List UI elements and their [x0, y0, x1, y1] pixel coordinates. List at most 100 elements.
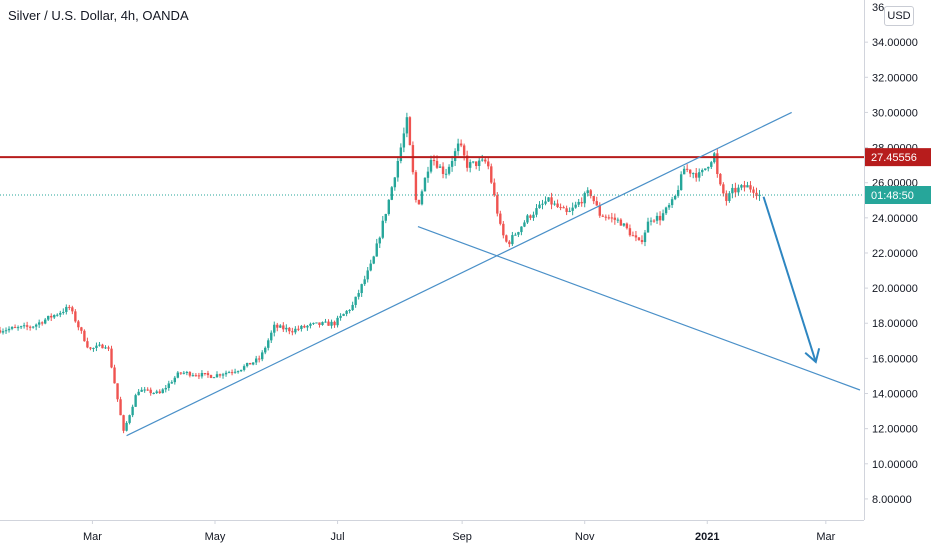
price-axis[interactable]: 8.00000 10.00000 12.00000 14.00000 16.00000 1…	[864, 2, 918, 506]
candle	[291, 327, 294, 336]
candle	[604, 214, 608, 221]
candle	[357, 289, 360, 300]
candle	[508, 240, 511, 248]
candle	[50, 313, 53, 322]
candle	[185, 370, 189, 376]
arrow-drawing[interactable]	[762, 196, 821, 364]
candle	[441, 162, 445, 179]
candle	[128, 414, 131, 425]
candle	[649, 217, 653, 226]
x-tick-label: 2021	[695, 531, 719, 543]
candle	[547, 197, 550, 202]
candle	[28, 325, 32, 331]
candle	[77, 319, 80, 331]
candle	[438, 164, 442, 168]
candle	[164, 385, 167, 393]
candle	[568, 207, 571, 213]
candle	[230, 369, 234, 376]
candle	[426, 166, 430, 183]
candle	[692, 172, 695, 179]
candle	[146, 387, 149, 391]
current-price-label: 01:48:50	[865, 186, 931, 204]
y-tick-label: 30.00000	[872, 107, 918, 119]
y-tick-label: 32.00000	[872, 72, 918, 84]
candle	[342, 313, 345, 317]
candle	[101, 343, 104, 349]
candle	[68, 304, 71, 311]
candle	[303, 324, 306, 329]
currency-button[interactable]: USD	[884, 6, 914, 26]
candle	[300, 324, 303, 332]
y-tick-label: 22.00000	[872, 248, 918, 260]
y-tick-label: 16.00000	[872, 353, 918, 365]
candle	[363, 275, 366, 286]
candle	[56, 313, 59, 317]
candle	[667, 202, 671, 210]
candle	[523, 220, 526, 228]
horizontal-line-price-label: 27.45556	[865, 148, 931, 167]
candle	[312, 322, 315, 325]
candle	[267, 338, 270, 351]
candle	[37, 319, 41, 328]
candle	[622, 222, 626, 227]
candle	[161, 388, 164, 394]
candle	[62, 308, 65, 315]
candle	[321, 321, 324, 326]
candle	[728, 191, 731, 203]
candle	[288, 326, 291, 335]
candle	[701, 168, 704, 176]
current-price-label-text: 01:48:50	[871, 190, 914, 202]
candle	[330, 319, 333, 329]
trendline[interactable]	[126, 111, 792, 437]
candle	[345, 310, 348, 317]
candle	[254, 355, 258, 366]
candle	[643, 229, 647, 247]
candle	[188, 371, 192, 378]
candle	[149, 387, 152, 396]
candle	[396, 156, 400, 182]
candle	[378, 236, 381, 248]
candle	[652, 219, 656, 223]
candle	[478, 156, 481, 171]
candle	[628, 224, 632, 237]
candle	[688, 169, 692, 178]
candle	[221, 372, 225, 379]
candle	[682, 165, 686, 175]
candle	[414, 170, 418, 203]
candle	[707, 166, 710, 172]
trendline[interactable]	[417, 226, 861, 391]
candle	[574, 201, 577, 209]
y-tick-label: 20.00000	[872, 283, 918, 295]
candle	[167, 380, 170, 391]
candle	[218, 373, 222, 378]
candle	[456, 138, 460, 156]
candle	[607, 214, 611, 220]
candle	[194, 373, 198, 377]
candle	[80, 326, 83, 334]
candle	[710, 160, 713, 169]
candle	[740, 184, 743, 191]
x-tick-label: Nov	[575, 531, 595, 543]
time-axis[interactable]: Mar May Jul Sep Nov 2021 Mar	[83, 520, 836, 543]
candle	[405, 112, 409, 138]
candle	[366, 267, 369, 283]
candle	[140, 387, 143, 392]
candle	[327, 319, 330, 326]
candle	[673, 195, 677, 201]
candle	[47, 315, 50, 321]
y-tick-label: 14.00000	[872, 389, 918, 401]
candle	[746, 181, 749, 188]
candle	[200, 370, 204, 379]
candle	[110, 345, 113, 369]
y-tick-label: 34.00000	[872, 37, 918, 49]
candle	[134, 393, 137, 407]
x-tick-label: Sep	[452, 531, 472, 543]
candle	[577, 198, 580, 208]
candle	[191, 372, 195, 377]
candle	[339, 313, 342, 321]
candle	[616, 217, 620, 224]
candle	[610, 212, 614, 223]
x-tick-label: Jul	[331, 531, 345, 543]
chart-title: Silver / U.S. Dollar, 4h, OANDA	[8, 8, 189, 23]
